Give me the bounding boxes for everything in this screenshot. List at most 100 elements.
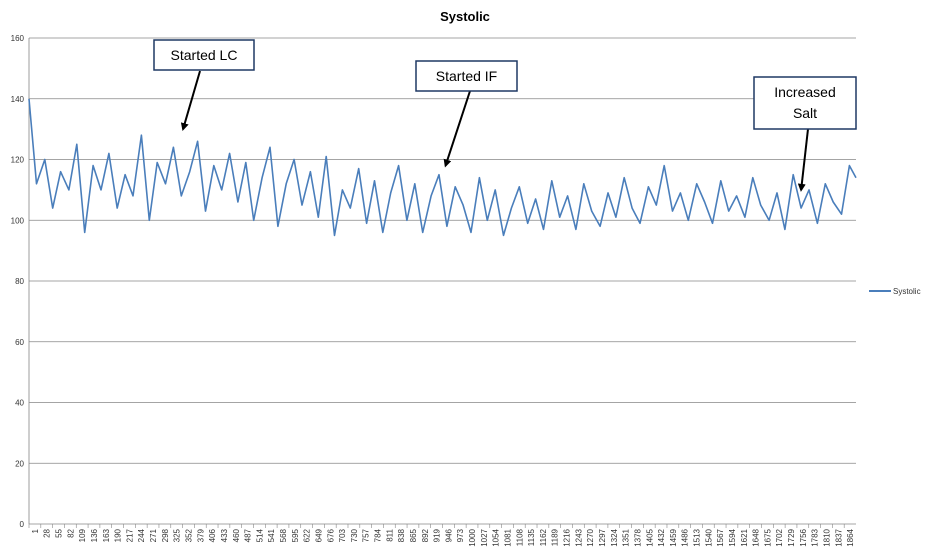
x-axis-ticks: 1 28 55 82 109 136 163 190 217 244 271 298 325 352 379… <box>28 524 855 547</box>
x-tick-label: 487 <box>244 528 253 542</box>
x-tick-label: 1756 <box>799 528 808 546</box>
x-tick-label: 109 <box>78 528 87 542</box>
x-tick-label: 325 <box>173 528 182 542</box>
x-tick-label: 676 <box>326 528 335 542</box>
x-tick-label: 649 <box>314 528 323 542</box>
x-tick-label: 1297 <box>598 528 607 546</box>
y-tick-label: 60 <box>15 338 24 347</box>
x-tick-label: 1081 <box>503 528 512 546</box>
x-tick-label: 1729 <box>787 528 796 546</box>
x-tick-label: 892 <box>421 528 430 542</box>
x-tick-label: 28 <box>43 528 52 537</box>
annotation-layer: Started LC Started IF Increased Salt <box>153 39 857 192</box>
x-tick-label: 1135 <box>527 528 536 546</box>
x-tick-label: 757 <box>362 528 371 542</box>
callout-box <box>415 60 518 92</box>
x-tick-label: 1702 <box>775 528 784 546</box>
y-tick-label: 0 <box>20 520 25 529</box>
x-tick-label: 838 <box>397 528 406 542</box>
x-tick-label: 1162 <box>539 528 548 546</box>
x-tick-label: 541 <box>267 528 276 542</box>
x-tick-label: 1108 <box>515 528 524 546</box>
x-tick-label: 271 <box>149 528 158 542</box>
x-tick-label: 1 <box>31 528 40 533</box>
x-tick-label: 919 <box>433 528 442 542</box>
x-tick-label: 595 <box>291 528 300 542</box>
y-tick-label: 120 <box>11 156 25 165</box>
x-tick-label: 55 <box>55 528 64 537</box>
x-tick-label: 1540 <box>704 528 713 546</box>
x-tick-label: 1837 <box>834 528 843 546</box>
x-tick-label: 514 <box>255 528 264 542</box>
x-tick-label: 352 <box>184 528 193 542</box>
x-tick-label: 730 <box>350 528 359 542</box>
callout-arrow <box>180 70 201 132</box>
x-tick-label: 1594 <box>728 528 737 546</box>
x-tick-label: 1270 <box>586 528 595 546</box>
x-tick-label: 136 <box>90 528 99 542</box>
x-tick-label: 1243 <box>574 528 583 546</box>
x-tick-label: 784 <box>374 528 383 542</box>
x-tick-label: 190 <box>114 528 123 542</box>
legend-label-systolic: Systolic <box>893 287 921 296</box>
x-tick-label: 1567 <box>716 528 725 546</box>
x-tick-label: 1405 <box>645 528 654 546</box>
callout-started-if: Started IF <box>415 60 518 168</box>
x-tick-label: 622 <box>303 528 312 542</box>
callout-box <box>753 76 857 130</box>
x-tick-label: 1432 <box>657 528 666 546</box>
series-line-systolic <box>28 98 857 237</box>
x-tick-label: 379 <box>196 528 205 542</box>
callout-box <box>153 39 255 71</box>
x-tick-label: 865 <box>409 528 418 542</box>
callout-text-line-2: Salt <box>793 105 817 121</box>
y-tick-label: 100 <box>11 216 25 225</box>
x-tick-label: 1621 <box>740 528 749 546</box>
x-tick-label: 1000 <box>468 528 477 546</box>
x-tick-label: 82 <box>66 528 75 537</box>
x-tick-label: 460 <box>232 528 241 542</box>
x-tick-label: 703 <box>338 528 347 542</box>
x-tick-label: 1810 <box>822 528 831 546</box>
series-layer <box>28 98 857 237</box>
x-tick-label: 1324 <box>610 528 619 546</box>
x-tick-label: 1648 <box>752 528 761 546</box>
y-tick-label: 40 <box>15 399 24 408</box>
x-tick-label: 433 <box>220 528 229 542</box>
x-tick-label: 1189 <box>551 528 560 546</box>
callout-arrow <box>797 128 809 192</box>
chart-title: Systolic <box>440 9 490 24</box>
x-tick-label: 1351 <box>622 528 631 546</box>
x-tick-label: 1513 <box>693 528 702 546</box>
x-tick-label: 406 <box>208 528 217 542</box>
x-tick-label: 1054 <box>492 528 501 546</box>
x-tick-label: 1459 <box>669 528 678 546</box>
x-tick-label: 1486 <box>681 528 690 546</box>
x-tick-label: 244 <box>137 528 146 542</box>
callout-text: Started LC <box>171 47 238 63</box>
callout-increased-salt: Increased Salt <box>753 76 857 192</box>
y-tick-label: 140 <box>11 95 25 104</box>
x-tick-label: 946 <box>444 528 453 542</box>
x-tick-label: 973 <box>456 528 465 542</box>
y-axis-ticks: 0 20 40 60 80 100 120 140 160 <box>11 34 25 529</box>
callout-text: Started IF <box>436 68 497 84</box>
x-tick-label: 1864 <box>846 528 855 546</box>
x-tick-label: 1378 <box>633 528 642 546</box>
callout-text-line-1: Increased <box>774 84 835 100</box>
x-tick-label: 298 <box>161 528 170 542</box>
x-tick-label: 1216 <box>563 528 572 546</box>
x-tick-label: 568 <box>279 528 288 542</box>
x-tick-label: 1027 <box>480 528 489 546</box>
callout-arrow <box>443 90 471 168</box>
callout-started-lc: Started LC <box>153 39 255 132</box>
x-tick-label: 217 <box>125 528 134 542</box>
x-tick-label: 1675 <box>763 528 772 546</box>
y-tick-label: 160 <box>11 34 25 43</box>
legend: Systolic <box>869 287 921 296</box>
x-tick-label: 1783 <box>811 528 820 546</box>
x-tick-label: 811 <box>385 528 394 541</box>
grid-layer <box>28 37 856 525</box>
